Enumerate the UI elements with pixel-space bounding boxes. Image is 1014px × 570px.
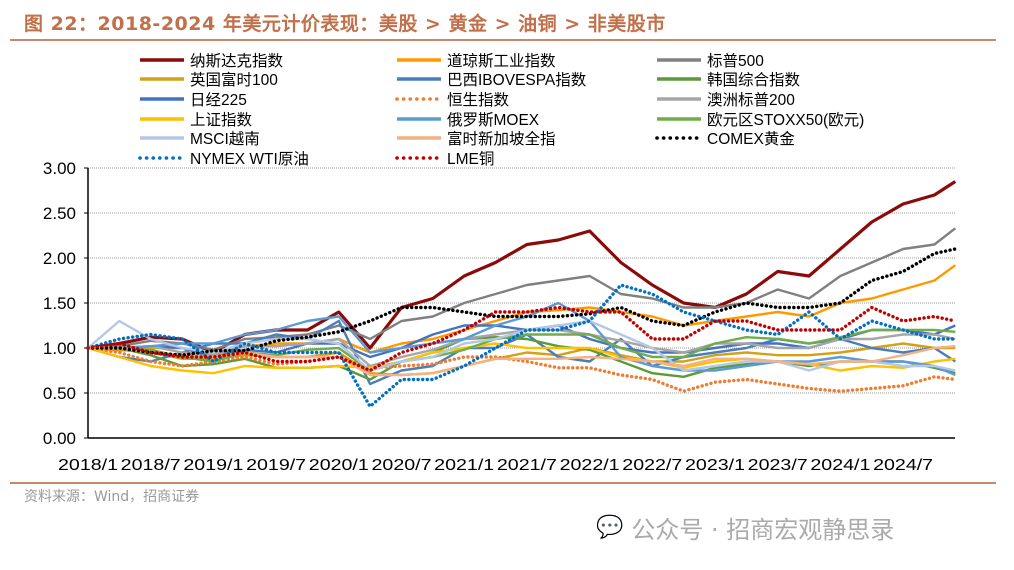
x-tick-label: 2022/7 xyxy=(622,457,682,474)
y-tick-label: 3.00 xyxy=(43,159,76,178)
y-tick-label: 2.50 xyxy=(43,204,76,223)
watermark-text: 公众号 · 招商宏观静思录 xyxy=(631,516,895,544)
source-note: 资料来源：Wind，招商证券 xyxy=(24,489,200,505)
legend-label: COMEX黄金 xyxy=(707,130,795,148)
y-tick-label: 0.50 xyxy=(43,384,76,403)
legend-label: 日经225 xyxy=(190,91,247,109)
legend-label: 富时新加坡全指 xyxy=(447,130,556,148)
legend-label: 澳洲标普200 xyxy=(707,91,795,109)
wechat-icon: 💬 xyxy=(596,515,624,540)
legend-label: 标普500 xyxy=(707,52,764,70)
x-tick-label: 2018/1 xyxy=(58,457,118,474)
x-tick-label: 2018/7 xyxy=(121,457,181,474)
footer-divider xyxy=(10,482,996,484)
x-tick-label: 2021/7 xyxy=(497,457,557,474)
x-tick-label: 2022/1 xyxy=(560,457,620,474)
legend-label: 道琼斯工业指数 xyxy=(447,52,556,70)
legend-label: LME铜 xyxy=(447,150,494,168)
legend-label: 韩国综合指数 xyxy=(707,71,801,89)
y-tick-label: 1.50 xyxy=(43,294,76,313)
figure-title: 图 22：2018-2024 年美元计价表现：美股 > 黄金 > 油铜 > 非美… xyxy=(24,13,666,35)
x-tick-label: 2023/7 xyxy=(748,457,808,474)
title-divider xyxy=(10,39,996,41)
x-tick-label: 2019/7 xyxy=(246,457,306,474)
line-chart: 0.00 0.50 1.00 1.50 2.00 2.50 3.00 2018/1 2018/7… xyxy=(43,52,957,474)
x-tick-label: 2019/1 xyxy=(183,457,243,474)
legend-label: 俄罗斯MOEX xyxy=(447,111,540,129)
legend-label: 纳斯达克指数 xyxy=(190,52,284,70)
legend-label: 恒生指数 xyxy=(447,91,510,109)
x-tick-label: 2021/1 xyxy=(434,457,494,474)
legend-label: MSCI越南 xyxy=(190,130,260,148)
x-tick-label: 2024/1 xyxy=(810,457,870,474)
legend-label: 欧元区STOXX50(欧元) xyxy=(707,111,864,129)
y-tick-label: 2.00 xyxy=(43,249,76,268)
legend-label: 上证指数 xyxy=(190,111,253,129)
x-tick-label: 2020/7 xyxy=(372,457,432,474)
legend-label: 英国富时100 xyxy=(190,71,278,89)
y-tick-label: 0.00 xyxy=(43,429,76,448)
legend-label: 巴西IBOVESPA指数 xyxy=(447,71,587,89)
x-tick-label: 2023/1 xyxy=(685,457,745,474)
x-tick-label: 2020/1 xyxy=(309,457,369,474)
watermark: 💬 公众号 · 招商宏观静思录 xyxy=(596,510,894,545)
y-tick-label: 1.00 xyxy=(43,339,76,358)
legend-label: NYMEX WTI原油 xyxy=(190,150,309,168)
x-tick-label: 2024/7 xyxy=(873,457,933,474)
